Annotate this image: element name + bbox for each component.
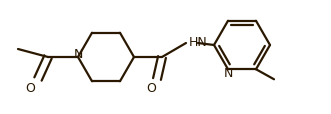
Text: O: O	[25, 81, 35, 94]
Text: HN: HN	[189, 35, 208, 48]
Text: N: N	[223, 66, 233, 79]
Text: O: O	[146, 81, 156, 94]
Text: N: N	[73, 48, 83, 61]
